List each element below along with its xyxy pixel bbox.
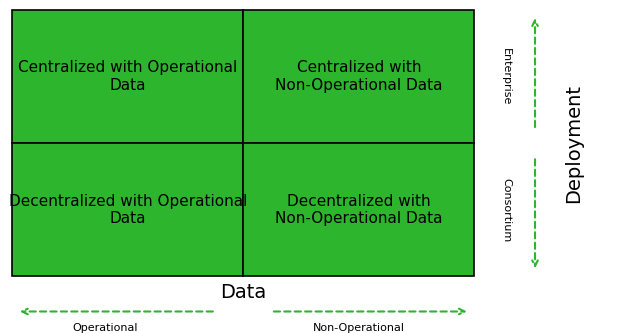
Bar — [12, 143, 243, 276]
Text: Operational: Operational — [72, 323, 137, 333]
Text: Enterprise: Enterprise — [501, 48, 511, 105]
Bar — [243, 10, 474, 143]
Text: Data: Data — [220, 283, 266, 302]
Text: Deployment: Deployment — [564, 84, 583, 203]
Text: Consortium: Consortium — [501, 178, 511, 242]
Bar — [12, 10, 243, 143]
Text: Centralized with
Non-Operational Data: Centralized with Non-Operational Data — [275, 60, 442, 93]
Text: Non-Operational: Non-Operational — [313, 323, 405, 333]
Text: Centralized with Operational
Data: Centralized with Operational Data — [18, 60, 238, 93]
Text: Decentralized with Operational
Data: Decentralized with Operational Data — [9, 193, 247, 226]
Bar — [243, 143, 474, 276]
Text: Decentralized with
Non-Operational Data: Decentralized with Non-Operational Data — [275, 193, 442, 226]
